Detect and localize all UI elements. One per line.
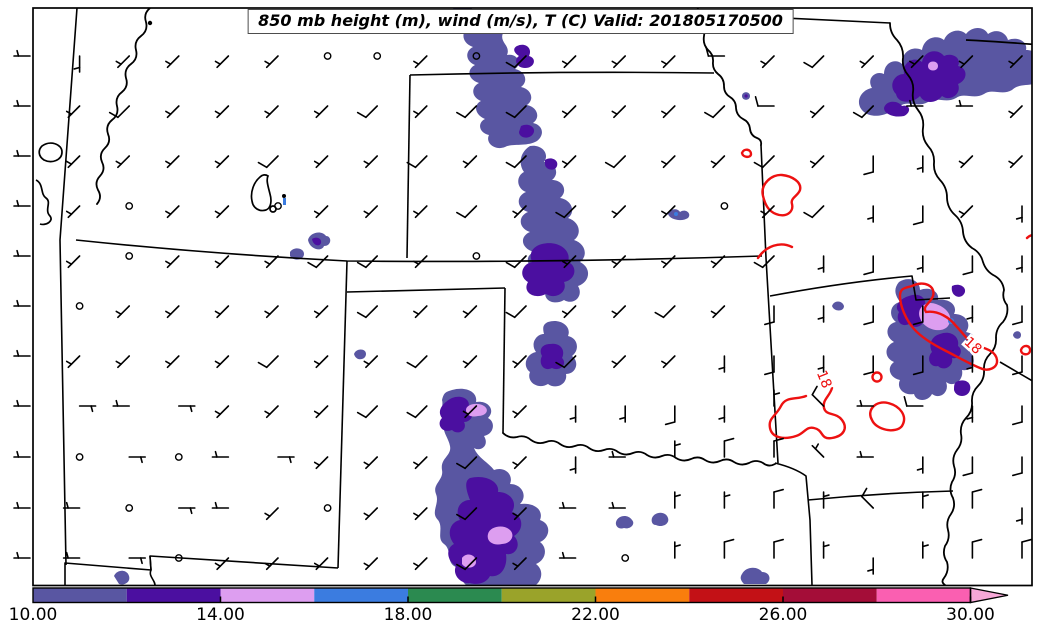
red-river — [502, 432, 776, 467]
tx-ok-100w — [502, 287, 506, 434]
nm-south-border — [64, 555, 152, 586]
mo-ar-border — [769, 275, 951, 301]
colorbar-tick-label: 10.00 — [8, 605, 58, 625]
ne-ks-border — [409, 71, 715, 76]
nm-tx-border — [337, 260, 348, 569]
ks-west-border — [406, 74, 411, 259]
ok-panhandle-south — [346, 287, 506, 293]
colorbar-tick-label: 18.00 — [383, 605, 433, 625]
rivers-layer — [95, 8, 1009, 586]
colorbar-tick-label: 22.00 — [571, 605, 620, 625]
colorbar-tick-label: 30.00 — [946, 605, 995, 625]
colorbar — [32, 587, 1009, 604]
meridian-109w — [59, 8, 78, 566]
wind-barbs-layer — [13, 46, 1032, 575]
ar-la-border — [807, 490, 954, 501]
colorbar-tick-label: 26.00 — [758, 605, 808, 625]
temperature-fill-layer — [114, 8, 1032, 585]
rio-grande — [95, 8, 151, 205]
missouri-river — [696, 8, 763, 146]
plot-title: 850 mb height (m), wind (m/s), T (C) Val… — [247, 9, 794, 34]
mississippi-river — [889, 22, 1009, 586]
colorbar-tick-label: 14.00 — [196, 605, 245, 625]
tx-ar-border — [774, 462, 813, 586]
colorbar-over-arrow — [969, 587, 1009, 604]
tn-ms-border — [999, 361, 1032, 382]
map-frame — [32, 7, 1033, 587]
parallel-37n — [75, 239, 763, 263]
